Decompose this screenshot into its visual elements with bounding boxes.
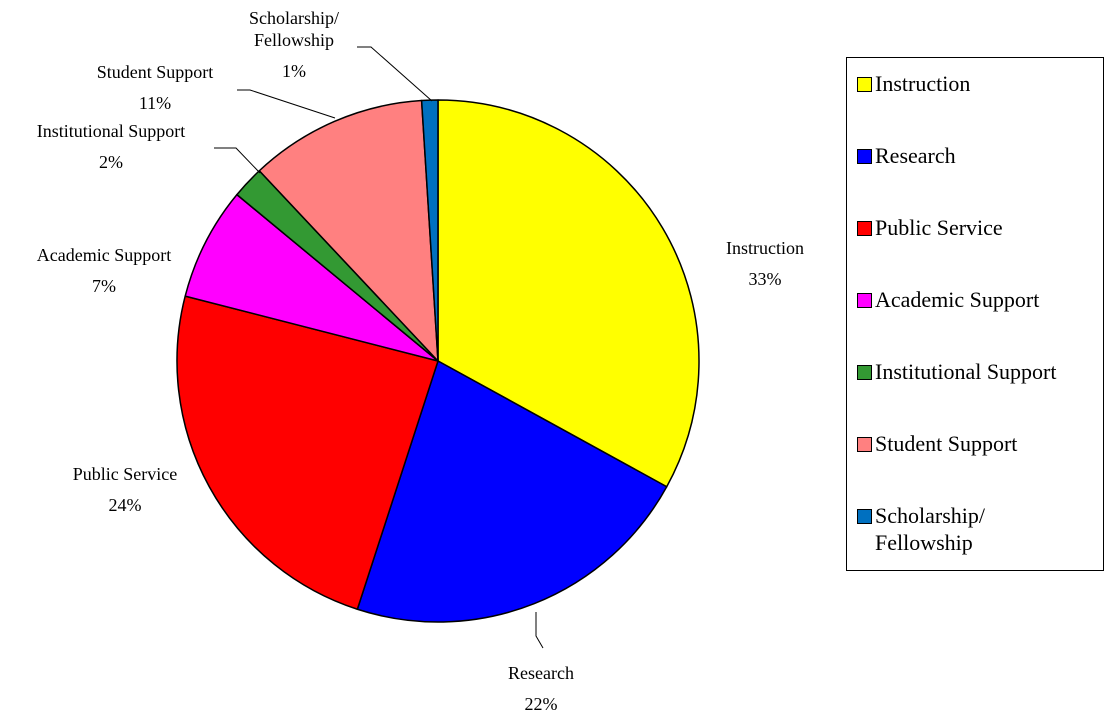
pie-slice-student-support [258, 99, 439, 362]
legend-swatch-public-service [857, 221, 872, 236]
legend-label-academic-support: Academic Support [875, 287, 1040, 312]
leader-line-student-support [237, 89, 336, 119]
legend-item-student-support: Student Support [857, 430, 1017, 457]
pie-slice-public-service [176, 295, 439, 610]
leader-lines [214, 46, 544, 649]
pie-slice-academic-support [184, 193, 439, 362]
legend-label-institutional-support: Institutional Support [875, 359, 1057, 384]
pie-slice-instruction [437, 99, 700, 488]
legend-swatch-research [857, 149, 872, 164]
legend-label-student-support: Student Support [875, 431, 1018, 456]
slice-value-scholarship-fellowship: 1% [282, 61, 306, 81]
slice-label-research: Research [508, 663, 574, 683]
legend-label-instruction: Instruction [875, 71, 971, 96]
slice-label-scholarship-fellowship-line-2: Fellowship [254, 30, 334, 50]
legend-item-academic-support: Academic Support [857, 286, 1039, 313]
slice-label-instruction: Instruction [726, 238, 804, 258]
pie-slice-research [356, 360, 668, 623]
legend-swatch-academic-support [857, 293, 872, 308]
slice-label-institutional-support: Institutional Support [37, 121, 186, 141]
legend-item-scholarship-fellowship: Scholarship/ Fellowship [857, 502, 985, 556]
slice-value-academic-support: 7% [92, 276, 116, 296]
slice-value-research: 22% [525, 694, 558, 714]
slice-label-public-service: Public Service [73, 464, 177, 484]
slice-label-academic-support: Academic Support [37, 245, 171, 265]
legend-label-public-service: Public Service [875, 215, 1003, 240]
pie-slice-scholarship-fellowship [420, 99, 439, 362]
leader-line-institutional-support [214, 147, 261, 174]
pie-slices [176, 99, 700, 623]
legend-label-research: Research [875, 143, 956, 168]
slice-label-student-support: Student Support [97, 62, 214, 82]
legend-swatch-instruction [857, 77, 872, 92]
slice-value-student-support: 11% [139, 93, 171, 113]
legend-swatch-student-support [857, 437, 872, 452]
legend-item-public-service: Public Service [857, 214, 1003, 241]
legend-item-institutional-support: Institutional Support [857, 358, 1057, 385]
leader-line-research [535, 612, 544, 649]
legend-item-instruction: Instruction [857, 70, 970, 97]
slice-label-scholarship-fellowship-line-1: Scholarship/ [249, 8, 339, 28]
leader-line-scholarship-fellowship [357, 46, 433, 102]
legend: Instruction Research Public Service Acad… [846, 57, 1104, 571]
slice-value-institutional-support: 2% [99, 152, 123, 172]
legend-item-research: Research [857, 142, 956, 169]
legend-label-scholarship-fellowship: Scholarship/ Fellowship [875, 503, 985, 555]
legend-swatch-institutional-support [857, 365, 872, 380]
slice-labels: Instruction 33% Research 22% Public Service 2… [37, 8, 804, 714]
legend-swatch-scholarship-fellowship [857, 509, 872, 524]
slice-value-instruction: 33% [749, 269, 782, 289]
slice-value-public-service: 24% [109, 495, 142, 515]
